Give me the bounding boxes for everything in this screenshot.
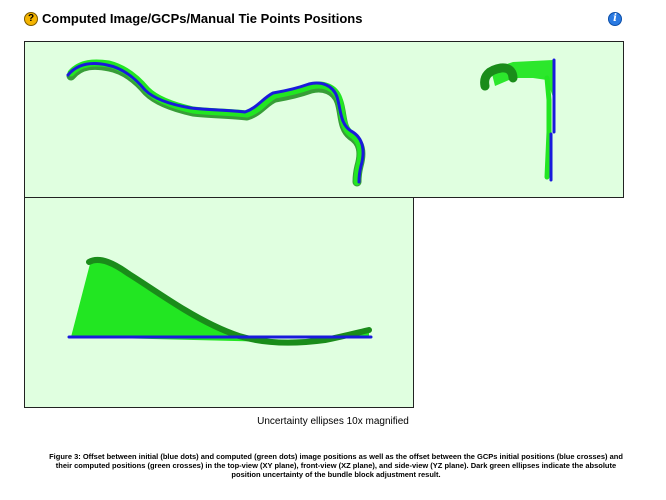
top-view-initial-track [66, 62, 365, 184]
front-view-computed-edge [544, 75, 552, 180]
front-view-initial-track [549, 58, 556, 182]
section-title: Computed Image/GCPs/Manual Tie Points Po… [42, 11, 363, 26]
top-view-computed-track [67, 59, 365, 186]
figure-caption: Figure 3: Offset between initial (blue d… [49, 452, 623, 479]
side-view-graphic [67, 256, 373, 346]
top-view-graphic [66, 59, 366, 187]
report-header: ? Computed Image/GCPs/Manual Tie Points … [24, 10, 624, 30]
side-view-uncertainty-ellipses [86, 256, 372, 346]
front-view-plot [413, 41, 624, 198]
info-icon[interactable]: i [608, 12, 622, 26]
front-view-graphic [480, 58, 556, 182]
help-icon[interactable]: ? [24, 12, 38, 26]
front-view-uncertainty-ellipses [480, 63, 518, 91]
top-view-plot [24, 41, 414, 198]
side-view-computed-fan [71, 260, 369, 344]
uncertainty-note: Uncertainty ellipses 10x magnified [257, 416, 409, 427]
side-view-plot [24, 197, 414, 408]
